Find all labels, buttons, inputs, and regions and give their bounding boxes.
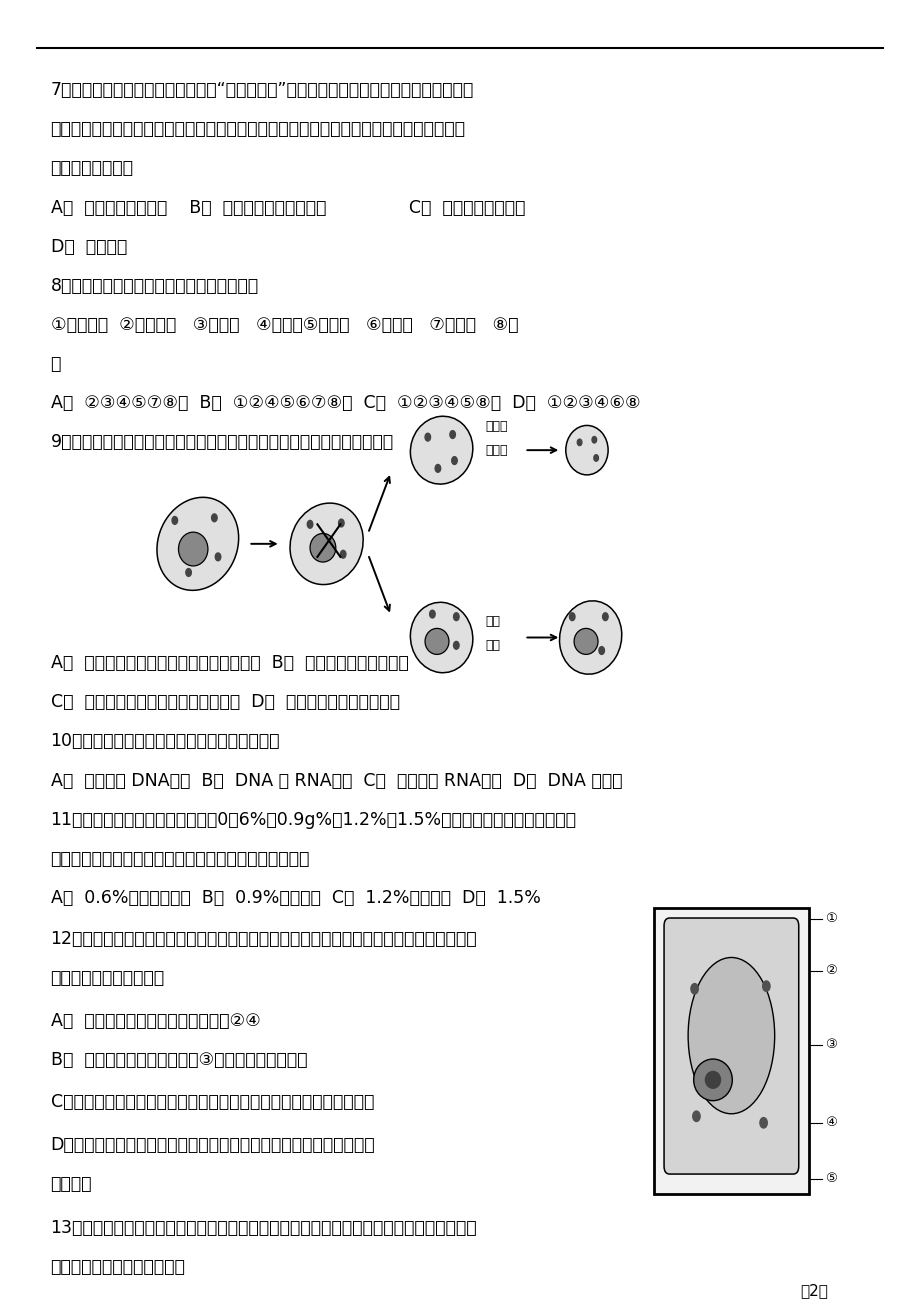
Circle shape — [577, 439, 581, 445]
Circle shape — [338, 519, 344, 527]
Text: ⑤: ⑤ — [824, 1172, 836, 1185]
Text: ④: ④ — [824, 1116, 836, 1129]
Ellipse shape — [559, 600, 621, 674]
Circle shape — [762, 980, 769, 991]
Text: A．  0.6%　　　　　　  B．  0.9%　　　　  C．  1.2%　　　　  D．  1.5%: A． 0.6% B． 0.9% C． 1.2% D． 1.5% — [51, 888, 539, 906]
Text: B．  将该细胞浸入清水当中，③中的紫色会越来越浅: B． 将该细胞浸入清水当中，③中的紫色会越来越浅 — [51, 1051, 307, 1069]
Circle shape — [453, 613, 459, 621]
Circle shape — [307, 521, 312, 529]
Text: 8．下列结构中，都含有膜结构的是（　　）: 8．下列结构中，都含有膜结构的是（ ） — [51, 277, 258, 296]
Ellipse shape — [573, 629, 597, 655]
Circle shape — [211, 514, 217, 522]
Text: 不生长: 不生长 — [485, 444, 507, 457]
Text: D．用黑藻叶片细胞替代图中细胞进行质壁分离实验，叶绳体的存在会: D．用黑藻叶片细胞替代图中细胞进行质壁分离实验，叶绳体的存在会 — [51, 1135, 375, 1154]
Text: 列有关描述错误的是（　　）: 列有关描述错误的是（ ） — [51, 1258, 186, 1276]
Text: 最可能不发生渗透作用的是哪组溶液中的红细胞（　　）: 最可能不发生渗透作用的是哪组溶液中的红细胞（ ） — [51, 850, 310, 867]
Text: A．  保护细胞内部结构    B．  进行细胞间的信息交流               C．  控制物质进出细胞: A． 保护细胞内部结构 B． 进行细胞间的信息交流 C． 控制物质进出细胞 — [51, 199, 525, 217]
Text: 10．组成染色体和染色质的主要物质是（　　）: 10．组成染色体和染色质的主要物质是（ ） — [51, 733, 279, 750]
Circle shape — [594, 454, 598, 461]
Text: 被染成蓝色，而活的动物细胞不着色，从而判断细胞是否死亡。该方法所利用的是细胞膜的: 被染成蓝色，而活的动物细胞不着色，从而判断细胞是否死亡。该方法所利用的是细胞膜的 — [51, 120, 465, 138]
Text: C．将该细胞浸入低浓度蔗糖溶液中，先发生质壁分离，然后自动复原: C．将该细胞浸入低浓度蔗糖溶液中，先发生质壁分离，然后自动复原 — [51, 1092, 373, 1111]
Text: 列说法合理的是（　　）: 列说法合理的是（ ） — [51, 969, 165, 987]
Text: 9．如图所示为科学家进行变形虫的切割实验，这个实验最能说明（　　）: 9．如图所示为科学家进行变形虫的切割实验，这个实验最能说明（ ） — [51, 434, 393, 452]
Circle shape — [592, 436, 596, 443]
Text: 生长: 生长 — [485, 639, 500, 652]
Ellipse shape — [157, 497, 238, 590]
Ellipse shape — [425, 629, 448, 655]
Ellipse shape — [565, 426, 607, 475]
FancyBboxPatch shape — [653, 907, 808, 1194]
Text: 哪种功能（　　）: 哪种功能（ ） — [51, 159, 133, 177]
Circle shape — [759, 1117, 766, 1128]
Text: －2－: －2－ — [800, 1282, 827, 1298]
Ellipse shape — [310, 534, 335, 562]
Text: A．  图中编号中属于选择透性膜的是②④: A． 图中编号中属于选择透性膜的是②④ — [51, 1012, 260, 1030]
Text: ②: ② — [824, 963, 836, 976]
Text: 泡: 泡 — [51, 355, 61, 374]
Ellipse shape — [289, 503, 363, 585]
Circle shape — [186, 569, 191, 577]
Text: C．  细胞核是细胞代谢的控制中心　　  D．  细胞核是细胞代谢的场所: C． 细胞核是细胞代谢的控制中心 D． 细胞核是细胞代谢的场所 — [51, 694, 399, 711]
Circle shape — [569, 613, 574, 621]
Text: ①内质网　  ②高尔基体   ③线粒体   ④叶绳体⑤溢酶体   ⑥中心体   ⑦核糖体   ⑧液: ①内质网 ②高尔基体 ③线粒体 ④叶绳体⑤溢酶体 ⑥中心体 ⑦核糖体 ⑧液 — [51, 316, 517, 335]
Text: 摄食: 摄食 — [485, 616, 500, 629]
Text: 影响观察: 影响观察 — [51, 1174, 92, 1193]
Circle shape — [449, 431, 455, 439]
Text: A．  ②③④⑤⑦⑧　  B．  ①②④⑤⑥⑦⑧　  C．  ①②③④⑤⑧　  D．  ①②③④⑥⑧: A． ②③④⑤⑦⑧ B． ①②④⑤⑥⑦⑧ C． ①②③④⑤⑧ D． ①②③④⑥⑧ — [51, 395, 640, 413]
Circle shape — [690, 983, 698, 993]
Ellipse shape — [410, 417, 472, 484]
Ellipse shape — [687, 957, 774, 1113]
Text: 7．科研上鉴别死细胞和活细胞常用“染色排除法”。例如，用台盼蓝染色，死的动物细胞会: 7．科研上鉴别死细胞和活细胞常用“染色排除法”。例如，用台盼蓝染色，死的动物细胞… — [51, 81, 473, 99]
Ellipse shape — [704, 1070, 720, 1088]
Circle shape — [429, 611, 435, 618]
Circle shape — [340, 551, 346, 559]
Text: 12．图为某紫色洋葱麞片叶外表皮细胞在某外界溶液中的一种状态（此时细胞有活性）。下: 12．图为某紫色洋葱麞片叶外表皮细胞在某外界溶液中的一种状态（此时细胞有活性）。… — [51, 930, 477, 948]
Ellipse shape — [178, 533, 208, 566]
Text: ①: ① — [824, 911, 836, 924]
Text: 13．如图中甲为细胞膜的亚显微结构模式图，图乙为图甲细胞膜的磷脂分子结构模式图。下: 13．如图中甲为细胞膜的亚显微结构模式图，图乙为图甲细胞膜的磷脂分子结构模式图。… — [51, 1219, 477, 1237]
Circle shape — [425, 434, 430, 441]
Text: 不摄食: 不摄食 — [485, 421, 507, 434]
Circle shape — [692, 1111, 699, 1121]
Circle shape — [451, 457, 457, 465]
Ellipse shape — [410, 603, 472, 673]
Text: D．  识别功能: D． 识别功能 — [51, 238, 127, 256]
Circle shape — [172, 517, 177, 525]
Circle shape — [453, 642, 459, 650]
Circle shape — [435, 465, 440, 473]
Text: A．  蛋白质和 DNA　　  B．  DNA 和 RNA　　  C．  蛋白质和 RNA　　  D．  DNA 和脂质: A． 蛋白质和 DNA B． DNA 和 RNA C． 蛋白质和 RNA D． … — [51, 772, 621, 789]
Text: ③: ③ — [824, 1038, 836, 1051]
FancyBboxPatch shape — [664, 918, 798, 1174]
Text: 11．将人体红细胞分别置于浓度为0．6%、0.9g%、1.2%、1.5%的氯化钓溶液中，浸泡过程中: 11．将人体红细胞分别置于浓度为0．6%、0.9g%、1.2%、1.5%的氯化钓… — [51, 811, 576, 828]
Circle shape — [602, 613, 607, 621]
Circle shape — [215, 553, 221, 561]
Ellipse shape — [693, 1059, 732, 1100]
Text: A．  细胞核控制细胞的遗传　　　　　　　  B．  细胞核控制细胞的分化: A． 细胞核控制细胞的遗传 B． 细胞核控制细胞的分化 — [51, 655, 408, 672]
Circle shape — [598, 647, 604, 655]
